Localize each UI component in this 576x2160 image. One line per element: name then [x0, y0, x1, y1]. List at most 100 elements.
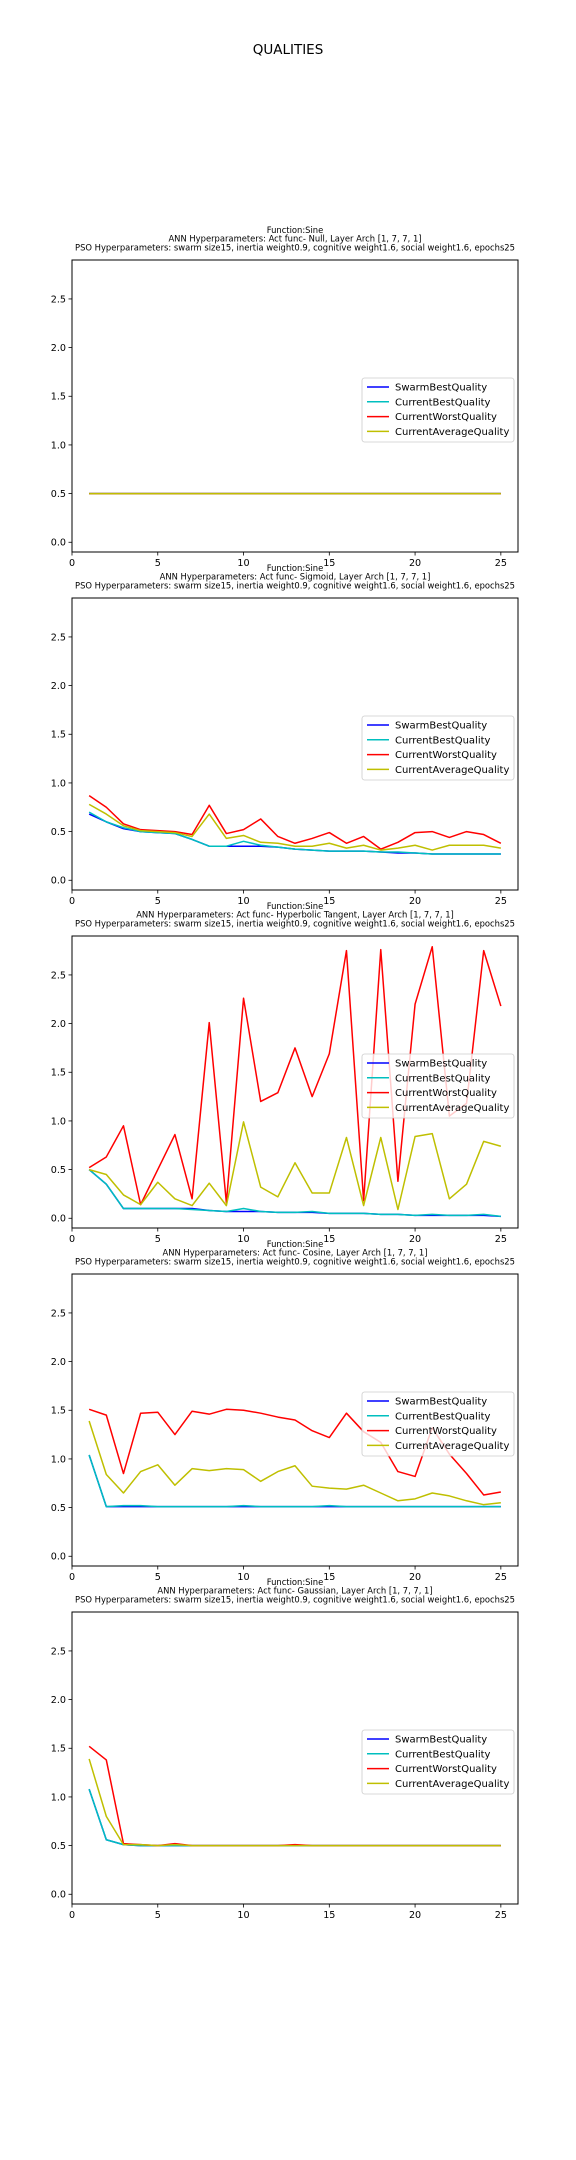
legend: SwarmBestQuality CurrentBestQuality Curren… [361, 1729, 515, 1795]
x-tick-label: 0 [69, 896, 75, 907]
y-tick-label: 2.0 [51, 343, 66, 354]
series-line-CurrentAverageQuality [88, 1758, 501, 1847]
series-line-CurrentBestQuality [88, 1788, 501, 1847]
x-tick-label: 5 [155, 1234, 161, 1245]
legend-label: SwarmBestQuality [395, 1059, 487, 1070]
x-tick-label: 25 [495, 1572, 507, 1583]
legend-label: CurrentWorstQuality [395, 750, 497, 761]
y-tick-label: 0.5 [51, 1503, 66, 1514]
x-tick-label: 25 [495, 1910, 507, 1921]
legend-box [361, 1053, 515, 1119]
legend: SwarmBestQuality CurrentBestQuality Curren… [361, 377, 515, 443]
chart-title-line: Function:Sine [267, 563, 324, 573]
legend: SwarmBestQuality CurrentBestQuality Curren… [361, 1391, 515, 1457]
x-tick-label: 10 [237, 558, 249, 569]
chart-title-line: Function:Sine [267, 225, 324, 235]
y-tick-label: 0.0 [51, 1890, 66, 1901]
series-line-CurrentWorstQuality [88, 945, 502, 1206]
chart-title-line: PSO Hyperparameters: swarm size15, inert… [75, 1594, 515, 1604]
chart-title-line: PSO Hyperparameters: swarm size15, inert… [75, 580, 515, 590]
chart-title-line: ANN Hyperparameters: Act func- Hyperboli… [136, 910, 454, 920]
legend-label: CurrentWorstQuality [395, 1088, 497, 1099]
x-tick-label: 0 [69, 1910, 75, 1921]
chart-title-line: Function:Sine [267, 1577, 324, 1587]
legend-label: CurrentWorstQuality [395, 1764, 497, 1775]
x-tick-label: 25 [495, 1234, 507, 1245]
x-tick-label: 25 [495, 558, 507, 569]
chart-title-line: ANN Hyperparameters: Act func- Null, Lay… [168, 234, 421, 244]
chart-title-line: PSO Hyperparameters: swarm size15, inert… [75, 918, 515, 928]
x-tick-label: 10 [237, 1910, 249, 1921]
y-tick-label: 0.0 [51, 538, 66, 549]
x-tick-label: 10 [237, 896, 249, 907]
legend-box [361, 1729, 515, 1795]
axes-frame [71, 935, 519, 1229]
chart-title-line: PSO Hyperparameters: swarm size15, inert… [75, 1256, 515, 1266]
axes-frame [71, 259, 519, 553]
axes-frame [71, 1611, 519, 1905]
legend-label: CurrentAverageQuality [395, 427, 509, 438]
y-tick-label: 1.5 [51, 1068, 66, 1079]
legend-label: CurrentAverageQuality [395, 1441, 509, 1452]
y-tick-label: 1.0 [51, 1454, 66, 1465]
y-tick-label: 2.0 [51, 1357, 66, 1368]
series-line-CurrentBestQuality [88, 1169, 501, 1218]
series-line-CurrentWorstQuality [88, 794, 502, 850]
x-tick-label: 5 [155, 896, 161, 907]
y-tick-label: 2.0 [51, 681, 66, 692]
x-tick-label: 20 [409, 558, 421, 569]
y-tick-label: 0.5 [51, 489, 66, 500]
legend-box [361, 1391, 515, 1457]
legend-label: CurrentAverageQuality [395, 765, 509, 776]
legend-label: CurrentAverageQuality [395, 1103, 509, 1114]
x-tick-label: 0 [69, 1234, 75, 1245]
x-tick-label: 20 [409, 896, 421, 907]
legend-label: CurrentBestQuality [395, 1749, 491, 1760]
y-tick-label: 0.5 [51, 1165, 66, 1176]
y-tick-label: 1.0 [51, 1116, 66, 1127]
chart-title-line: ANN Hyperparameters: Act func- Sigmoid, … [160, 572, 431, 582]
series-line-SwarmBestQuality [88, 1169, 501, 1218]
y-tick-label: 2.5 [51, 294, 66, 305]
legend-label: CurrentBestQuality [395, 397, 491, 408]
legend-label: CurrentWorstQuality [395, 412, 497, 423]
y-tick-label: 1.5 [51, 1744, 66, 1755]
axes-frame [71, 1273, 519, 1567]
y-tick-label: 1.5 [51, 730, 66, 741]
y-tick-label: 0.5 [51, 1841, 66, 1852]
y-tick-label: 1.5 [51, 1406, 66, 1417]
legend-box [361, 715, 515, 781]
chart-title-line: Function:Sine [267, 1239, 324, 1249]
series-line-CurrentBestQuality [88, 1454, 501, 1508]
x-tick-label: 0 [69, 558, 75, 569]
x-tick-label: 15 [323, 896, 335, 907]
y-tick-label: 0.0 [51, 1552, 66, 1563]
y-tick-label: 1.0 [51, 440, 66, 451]
y-tick-label: 2.0 [51, 1695, 66, 1706]
y-tick-label: 2.5 [51, 970, 66, 981]
y-tick-label: 2.5 [51, 632, 66, 643]
y-tick-label: 2.0 [51, 1019, 66, 1030]
chart-title-line: Function:Sine [267, 901, 324, 911]
chart-title-line: ANN Hyperparameters: Act func- Cosine, L… [163, 1248, 428, 1258]
legend-label: CurrentAverageQuality [395, 1779, 509, 1790]
legend-label: SwarmBestQuality [395, 1397, 487, 1408]
x-tick-label: 5 [155, 1910, 161, 1921]
x-tick-label: 20 [409, 1572, 421, 1583]
series-line-SwarmBestQuality [88, 1454, 501, 1508]
axes-frame [71, 597, 519, 891]
y-tick-label: 0.0 [51, 1214, 66, 1225]
legend-label: SwarmBestQuality [395, 1735, 487, 1746]
legend-label: CurrentWorstQuality [395, 1426, 497, 1437]
x-tick-label: 15 [323, 1910, 335, 1921]
series-line-CurrentAverageQuality [88, 803, 501, 851]
series-line-CurrentAverageQuality [88, 1121, 502, 1211]
chart-title-line: PSO Hyperparameters: swarm size15, inert… [75, 242, 515, 252]
y-tick-label: 0.5 [51, 827, 66, 838]
legend: SwarmBestQuality CurrentBestQuality Curren… [361, 715, 515, 781]
